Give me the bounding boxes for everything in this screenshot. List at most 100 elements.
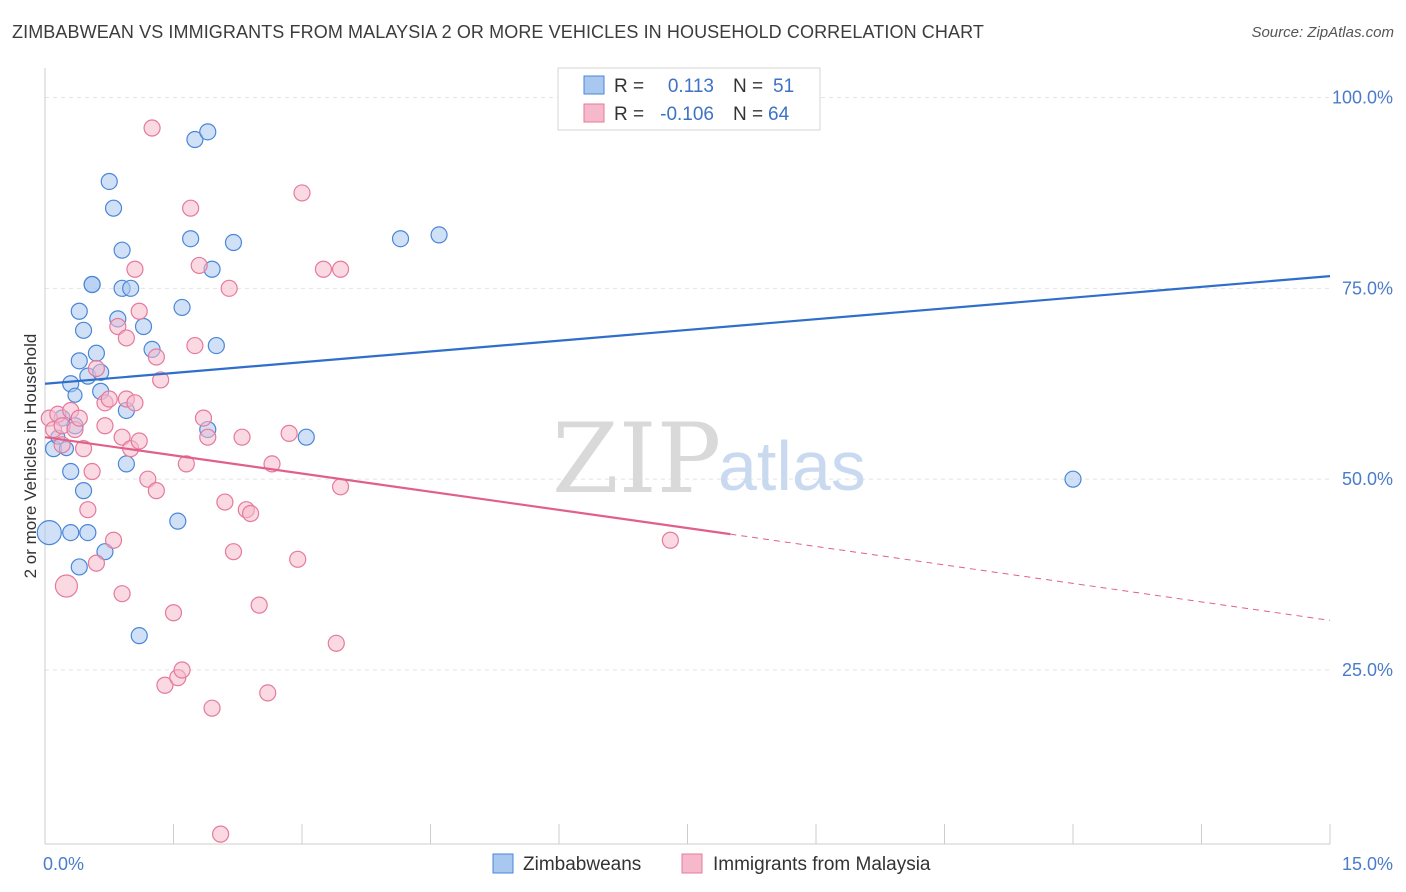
- stats-n-value-0: 51: [773, 76, 794, 97]
- zimbabweans-point-34: [169, 512, 187, 530]
- zimbabweans-point-37: [186, 130, 204, 149]
- y-axis-label: 2 or more Vehicles in Household: [21, 334, 40, 579]
- malaysia-point-59: [331, 478, 350, 496]
- series-legend: Zimbabweans Immigrants from Malaysia: [492, 853, 931, 875]
- stats-r-label-0: R =: [614, 76, 644, 97]
- stats-legend-swatch-blue: [583, 75, 605, 95]
- zimbabweans-point-43: [297, 428, 315, 446]
- zimbabweans-point-8: [62, 523, 80, 542]
- stats-r-label-1: R =: [614, 104, 644, 125]
- malaysia-point-51: [250, 596, 268, 614]
- zimbabweans-trend-line: [44, 275, 1331, 385]
- malaysia-point-38: [182, 199, 200, 217]
- malaysia-point-17: [104, 531, 123, 549]
- malaysia-point-42: [199, 428, 217, 446]
- zimbabweans-point-14: [74, 482, 93, 500]
- malaysia-point-40: [190, 256, 208, 275]
- malaysia-point-16: [100, 390, 118, 408]
- malaysia-point-5: [54, 574, 79, 598]
- malaysia-point-61: [661, 531, 679, 549]
- zimbabweans-point-7: [62, 462, 80, 481]
- zimbabweans-point-13: [70, 558, 88, 576]
- stats-r-value-1: -0.106: [660, 104, 714, 125]
- zimbabweans-point-11: [70, 302, 88, 320]
- malaysia-point-27: [130, 432, 148, 450]
- chart-title: ZIMBABWEAN VS IMMIGRANTS FROM MALAYSIA 2…: [12, 22, 984, 42]
- malaysia-point-15: [96, 417, 114, 435]
- watermark-atlas: atlas: [718, 427, 866, 505]
- malaysia-trend-line: [44, 436, 731, 536]
- zimbabweans-point-38: [199, 123, 217, 141]
- malaysia-point-20: [113, 585, 131, 603]
- malaysia-point-58: [327, 634, 345, 652]
- malaysia-point-32: [152, 371, 170, 389]
- malaysia-point-60: [331, 260, 350, 278]
- y-tick-label-0: 25.0%: [1342, 660, 1393, 680]
- zimbabweans-point-32: [134, 317, 153, 336]
- malaysia-point-28: [139, 470, 157, 488]
- malaysia-point-19: [113, 428, 131, 446]
- malaysia-point-37: [177, 455, 195, 473]
- stats-legend: R = 0.113 N = 51 R = -0.106 N = 64: [557, 67, 821, 131]
- stats-n-label-1: N =: [733, 104, 763, 125]
- zimbabweans-point-23: [100, 172, 118, 191]
- malaysia-point-54: [280, 424, 298, 442]
- x-tick-labels: 0.0% 15.0%: [43, 854, 1393, 874]
- malaysia-point-48: [233, 428, 251, 446]
- malaysia-point-12: [87, 359, 106, 378]
- legend-label-zimbabweans: Zimbabweans: [523, 854, 641, 875]
- zimbabweans-point-35: [173, 298, 191, 317]
- zimbabweans-point-12: [74, 321, 93, 339]
- zimbabweans-point-28: [117, 455, 135, 473]
- y-tick-label-3: 100.0%: [1332, 88, 1393, 108]
- gridlines: [45, 97, 1330, 671]
- zimbabweans-point-46: [1064, 470, 1082, 488]
- x-tick-label-0: 0.0%: [43, 854, 84, 874]
- malaysia-point-36: [173, 661, 191, 679]
- stats-n-label-0: N =: [733, 76, 763, 97]
- zimbabweans-point-27: [113, 241, 131, 259]
- zimbabweans-point-15: [79, 523, 97, 542]
- malaysia-point-39: [186, 336, 204, 355]
- zimbabweans-point-9: [67, 387, 83, 403]
- malaysia-point-46: [220, 279, 238, 297]
- watermark: ZIP atlas: [552, 403, 866, 515]
- series-malaysia-points: [40, 119, 679, 843]
- zimbabweans-point-45: [430, 226, 448, 244]
- malaysia-point-13: [87, 554, 106, 572]
- y-tick-labels: 25.0% 50.0% 75.0% 100.0%: [1332, 88, 1393, 681]
- zimbabweans-point-10: [70, 352, 88, 370]
- malaysia-point-18: [109, 317, 127, 336]
- zimbabweans-point-41: [207, 336, 225, 355]
- malaysia-point-55: [289, 550, 307, 568]
- zimbabweans-point-36: [182, 230, 200, 248]
- malaysia-point-47: [224, 543, 243, 561]
- malaysia-point-56: [293, 184, 311, 202]
- y-tick-label-2: 75.0%: [1342, 278, 1393, 298]
- zimbabweans-point-24: [104, 199, 123, 217]
- legend-label-malaysia: Immigrants from Malaysia: [713, 854, 931, 875]
- malaysia-point-30: [147, 348, 165, 366]
- malaysia-point-50: [242, 504, 260, 523]
- malaysia-point-43: [203, 699, 221, 717]
- trend-lines: [44, 275, 1331, 621]
- zimbabweans-point-30: [122, 279, 140, 297]
- malaysia-point-10: [79, 501, 97, 519]
- y-tick-label-1: 50.0%: [1342, 469, 1393, 489]
- zimbabweans-point-42: [224, 233, 243, 252]
- legend-swatch-malaysia: [681, 853, 703, 874]
- malaysia-point-9: [74, 440, 93, 458]
- malaysia-point-25: [126, 394, 144, 412]
- malaysia-point-44: [212, 825, 230, 843]
- zimbabweans-point-44: [391, 230, 410, 248]
- malaysia-point-31: [147, 482, 165, 500]
- malaysia-point-45: [216, 493, 234, 511]
- source-credit: Source: ZipAtlas.com: [1251, 24, 1394, 41]
- zimbabweans-point-0: [36, 519, 62, 546]
- zimbabweans-point-19: [87, 344, 106, 362]
- zimbabweans-point-22: [96, 543, 114, 561]
- zimbabweans-point-18: [83, 275, 101, 294]
- zimbabweans-point-31: [130, 627, 148, 645]
- malaysia-point-11: [83, 462, 101, 481]
